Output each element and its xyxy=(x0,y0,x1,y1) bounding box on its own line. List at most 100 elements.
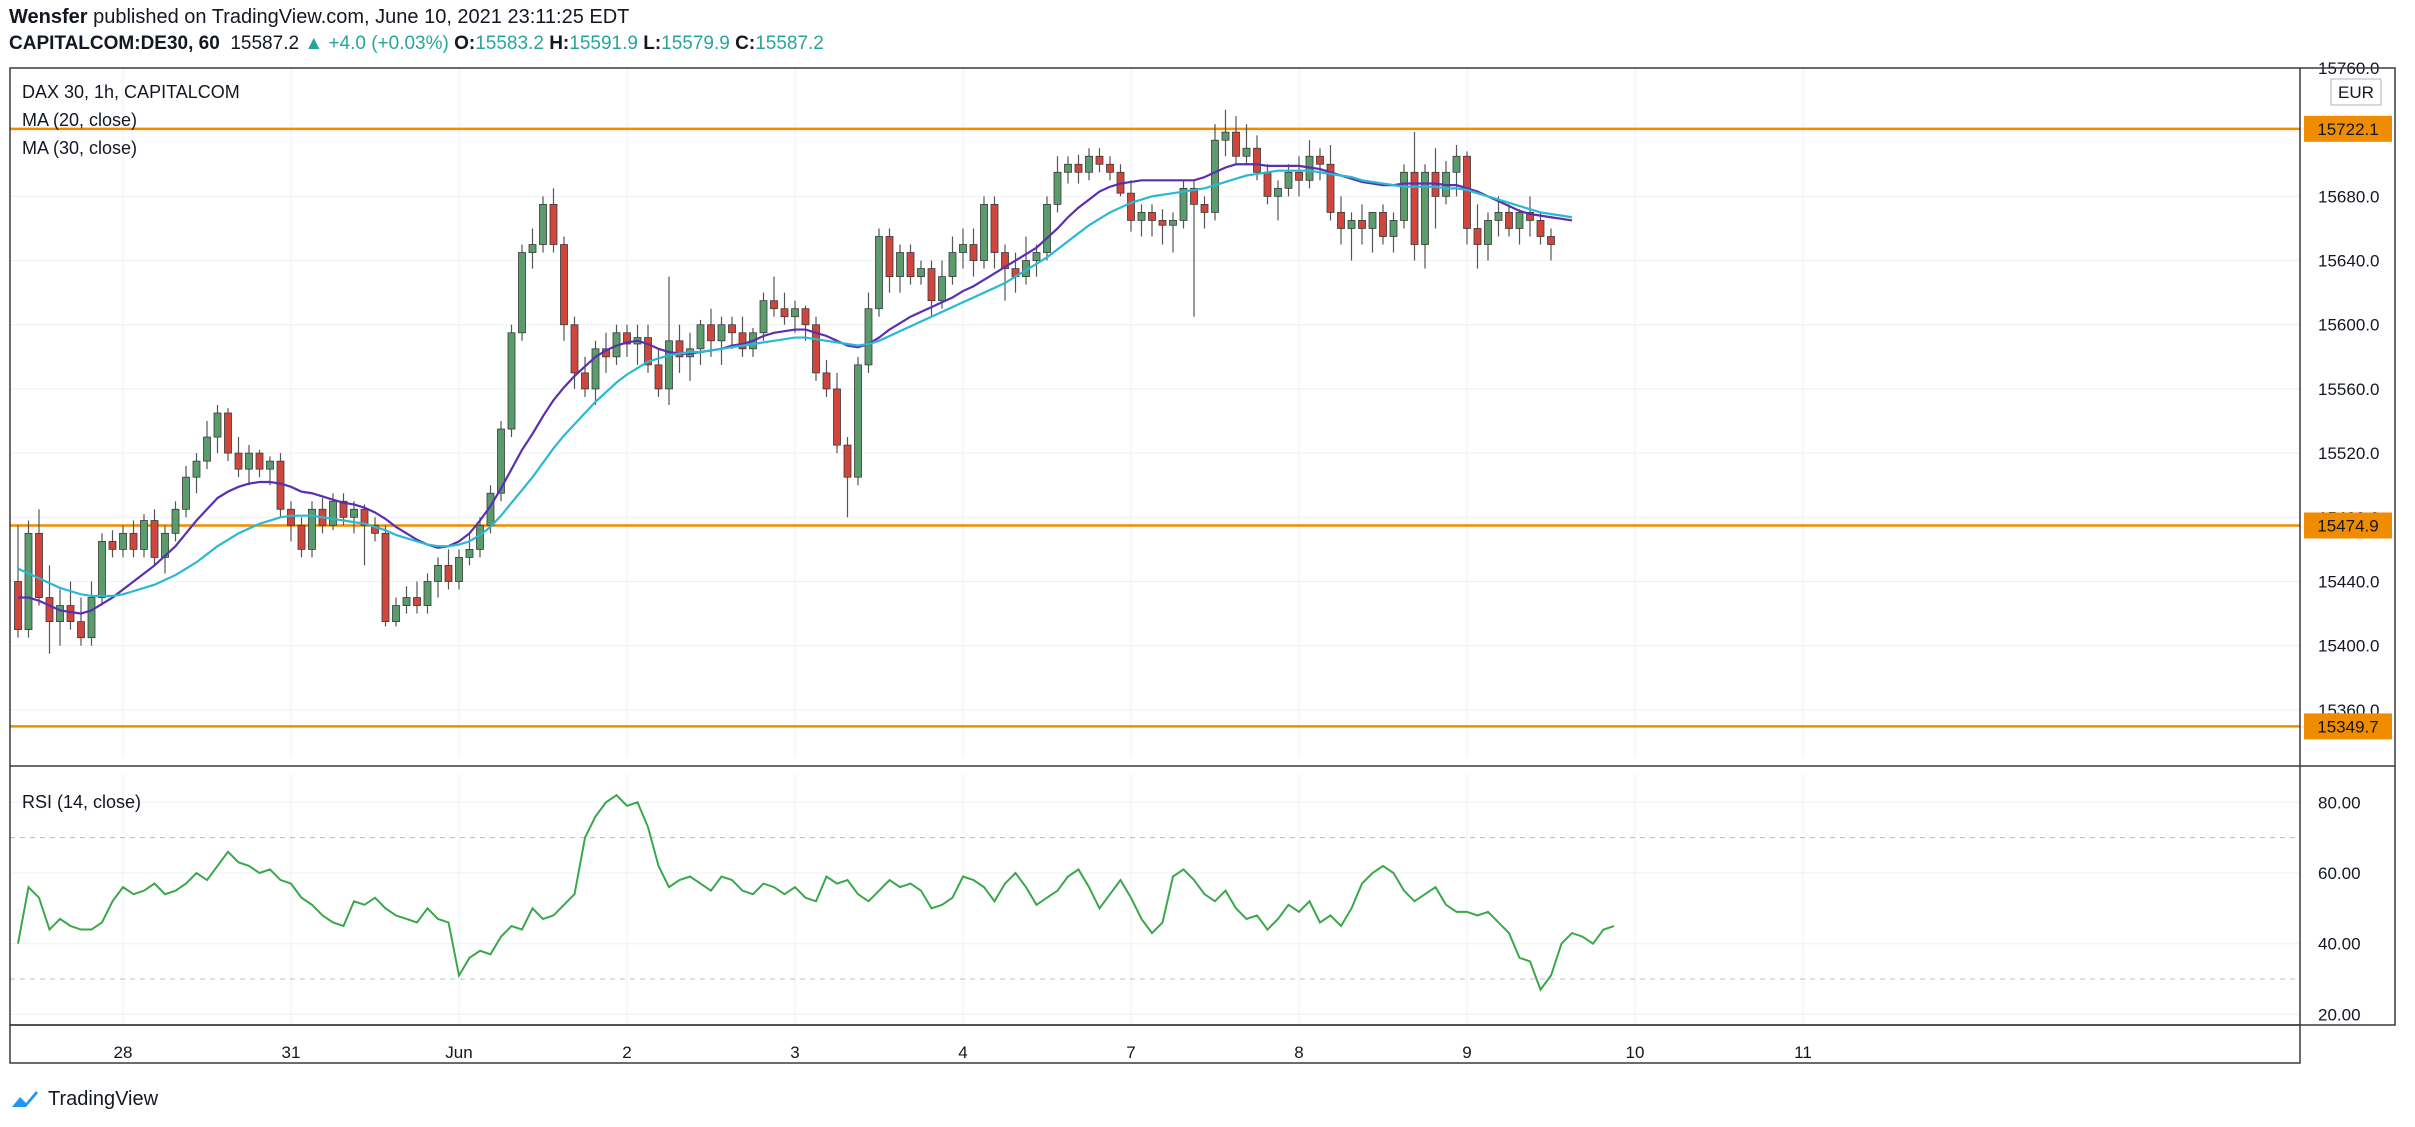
candle-body xyxy=(192,460,201,478)
candle-body xyxy=(444,565,453,582)
candle-body xyxy=(728,324,736,334)
candle-body xyxy=(24,532,33,631)
candle-body xyxy=(402,597,411,606)
candle-body xyxy=(455,557,463,582)
tradingview-logo[interactable]: TradingView xyxy=(10,1084,158,1114)
high-value: 15591.9 xyxy=(569,33,638,54)
candle-body xyxy=(308,508,316,550)
candle-body xyxy=(812,324,820,374)
level-price-badge xyxy=(2304,713,2392,740)
candle-body xyxy=(717,324,726,342)
price-tick-label: 15400.0 xyxy=(2318,637,2379,656)
candle-body xyxy=(140,520,148,550)
currency-label: EUR xyxy=(2338,83,2374,102)
ma30-label[interactable]: MA (30, close) xyxy=(22,138,137,158)
candle-body xyxy=(213,412,222,438)
candle-body xyxy=(1158,220,1167,226)
candle-body xyxy=(129,532,138,550)
candle-body xyxy=(1284,171,1293,189)
ma20-label[interactable]: MA (20, close) xyxy=(22,110,137,130)
candle-body xyxy=(1410,171,1419,245)
candle-body xyxy=(948,252,957,278)
symbol-label: CAPITALCOM:DE30, 60 xyxy=(9,33,220,54)
candle-body xyxy=(1001,252,1009,269)
candle-body xyxy=(896,252,904,278)
candle-body xyxy=(45,597,54,623)
candle-body xyxy=(161,532,169,558)
candle-body xyxy=(707,324,715,342)
candle-body xyxy=(1473,228,1482,245)
candle-body xyxy=(1536,220,1545,237)
candle-body xyxy=(738,332,747,350)
brand-name: TradingView xyxy=(48,1087,159,1110)
candle-body xyxy=(1095,155,1104,165)
open-label: O: xyxy=(454,33,476,54)
price-tick-label: 15640.0 xyxy=(2318,252,2379,271)
candle-body xyxy=(1085,155,1093,173)
time-tick-label: 3 xyxy=(790,1043,799,1062)
candle-body xyxy=(1253,147,1261,173)
level-price-badge xyxy=(2304,512,2392,539)
candle-body xyxy=(528,244,537,253)
candle-body xyxy=(1421,171,1429,245)
candle-body xyxy=(1074,163,1083,173)
candle-body xyxy=(1179,187,1188,221)
author-name[interactable]: Wensfer xyxy=(9,6,88,28)
candle-body xyxy=(1316,155,1324,165)
candle-body xyxy=(360,508,369,526)
time-tick-label: Jun xyxy=(445,1043,472,1062)
candle-body xyxy=(822,372,831,390)
publish-text: published on TradingView.com, June 10, 2… xyxy=(93,6,630,28)
rsi-tick-label: 40.00 xyxy=(2318,935,2361,954)
candle-body xyxy=(854,364,862,478)
time-tick-label: 10 xyxy=(1626,1043,1645,1062)
candle-body xyxy=(1389,220,1398,237)
open-value: 15583.2 xyxy=(475,33,544,54)
low-label: L: xyxy=(643,33,662,54)
candle-body xyxy=(203,436,211,462)
candle-body xyxy=(1043,203,1051,253)
candle-body xyxy=(339,500,348,518)
candle-body xyxy=(150,520,159,558)
close-label: C: xyxy=(735,33,756,54)
pane-frame xyxy=(9,67,2396,1064)
candle-body xyxy=(1452,155,1461,173)
candle-body xyxy=(675,340,684,358)
moving-average-series xyxy=(17,163,1573,615)
candle-body xyxy=(255,452,264,470)
candle-body xyxy=(927,268,936,302)
candle-body xyxy=(1505,212,1513,229)
candle-body xyxy=(1400,171,1408,221)
ma30-line xyxy=(17,169,1573,598)
price-tick-label: 15440.0 xyxy=(2318,572,2379,591)
candle-body xyxy=(518,252,526,334)
candle-body xyxy=(1463,155,1471,229)
rsi-pane-title[interactable]: RSI (14, close) xyxy=(22,792,141,812)
candle-body xyxy=(14,581,22,631)
candle-body xyxy=(980,203,988,261)
candle-body xyxy=(1295,171,1303,181)
candle-body xyxy=(560,244,568,326)
time-tick-label: 8 xyxy=(1294,1043,1303,1062)
candle-body xyxy=(371,524,379,534)
candle-body xyxy=(119,532,127,550)
candle-body xyxy=(182,476,190,510)
candle-body xyxy=(654,364,663,390)
candle-body xyxy=(381,532,390,623)
candle-body xyxy=(1127,192,1135,221)
candle-body xyxy=(1368,212,1377,229)
candle-body xyxy=(801,308,810,326)
candle-body xyxy=(1232,131,1240,157)
time-tick-label: 9 xyxy=(1462,1043,1471,1062)
time-tick-label: 7 xyxy=(1126,1043,1135,1062)
level-price-badge xyxy=(2304,115,2392,142)
candle-body xyxy=(507,332,516,430)
candle-body xyxy=(171,508,180,534)
currency-badge[interactable] xyxy=(2330,78,2382,106)
candle-body xyxy=(392,605,400,623)
candle-body xyxy=(108,540,117,550)
candle-body xyxy=(329,500,337,526)
candle-body xyxy=(759,300,768,334)
price-change: ▲ +4.0 (+0.03%) xyxy=(304,33,449,54)
